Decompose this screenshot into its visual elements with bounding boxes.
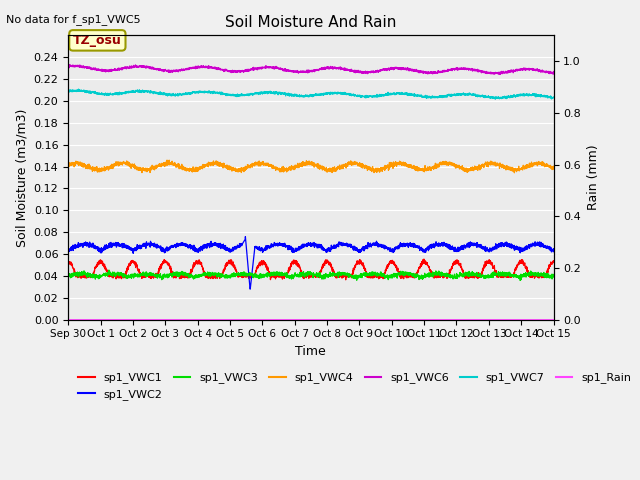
sp1_VWC2	[272, 241, 280, 247]
sp1_VWC7	[550, 94, 557, 100]
Line: sp1_VWC3: sp1_VWC3	[68, 270, 554, 280]
Legend: sp1_VWC1, sp1_VWC2, sp1_VWC3, sp1_VWC4, sp1_VWC6, sp1_VWC7, sp1_Rain: sp1_VWC1, sp1_VWC2, sp1_VWC3, sp1_VWC4, …	[74, 368, 636, 404]
sp1_VWC4	[550, 163, 557, 169]
Text: TZ_osu: TZ_osu	[73, 34, 122, 47]
sp1_VWC3	[271, 272, 279, 277]
sp1_Rain	[120, 317, 127, 323]
sp1_VWC4	[64, 163, 72, 169]
X-axis label: Time: Time	[296, 345, 326, 358]
sp1_VWC3	[64, 274, 72, 279]
Text: No data for f_sp1_VWC5: No data for f_sp1_VWC5	[6, 14, 141, 25]
sp1_VWC1	[342, 277, 349, 283]
sp1_VWC6	[66, 61, 74, 67]
sp1_VWC4	[540, 160, 548, 166]
sp1_Rain	[148, 317, 156, 323]
sp1_Rain	[550, 317, 557, 323]
sp1_VWC4	[271, 166, 279, 171]
sp1_VWC1	[64, 257, 72, 263]
sp1_VWC4	[251, 160, 259, 166]
sp1_VWC6	[497, 72, 504, 77]
Y-axis label: Rain (mm): Rain (mm)	[587, 145, 600, 210]
Line: sp1_VWC6: sp1_VWC6	[68, 64, 554, 74]
sp1_VWC7	[64, 88, 72, 94]
sp1_VWC1	[250, 273, 258, 279]
Line: sp1_VWC2: sp1_VWC2	[68, 237, 554, 289]
sp1_VWC3	[105, 267, 113, 273]
Y-axis label: Soil Moisture (m3/m3): Soil Moisture (m3/m3)	[15, 108, 28, 247]
Line: sp1_VWC4: sp1_VWC4	[68, 160, 554, 173]
sp1_VWC1	[120, 275, 127, 280]
sp1_VWC3	[540, 273, 548, 278]
sp1_VWC2	[540, 242, 548, 248]
sp1_Rain	[250, 317, 258, 323]
sp1_Rain	[488, 317, 495, 323]
sp1_VWC4	[488, 160, 496, 166]
sp1_VWC2	[148, 243, 156, 249]
sp1_VWC4	[120, 159, 127, 165]
Line: sp1_VWC7: sp1_VWC7	[68, 89, 554, 99]
sp1_VWC6	[251, 66, 259, 72]
sp1_VWC2	[550, 246, 557, 252]
Line: sp1_VWC1: sp1_VWC1	[68, 259, 554, 280]
sp1_VWC7	[540, 94, 548, 99]
sp1_VWC6	[540, 68, 548, 74]
sp1_VWC6	[148, 65, 156, 71]
sp1_VWC3	[251, 273, 259, 278]
sp1_VWC1	[550, 258, 557, 264]
sp1_VWC2	[488, 246, 496, 252]
sp1_VWC7	[120, 90, 127, 96]
sp1_VWC4	[163, 157, 171, 163]
sp1_VWC7	[148, 90, 156, 96]
sp1_Rain	[540, 317, 548, 323]
sp1_VWC7	[492, 96, 499, 102]
sp1_VWC7	[488, 95, 496, 101]
sp1_VWC6	[550, 69, 557, 74]
sp1_VWC6	[271, 65, 279, 71]
sp1_VWC4	[148, 166, 156, 171]
sp1_VWC4	[511, 170, 518, 176]
sp1_VWC2	[246, 286, 254, 292]
sp1_VWC7	[75, 86, 83, 92]
sp1_VWC6	[120, 65, 127, 71]
sp1_VWC2	[241, 234, 249, 240]
sp1_VWC3	[488, 273, 496, 279]
sp1_VWC2	[120, 243, 127, 249]
sp1_VWC1	[420, 256, 428, 262]
sp1_VWC1	[271, 273, 279, 278]
sp1_VWC1	[540, 272, 548, 277]
sp1_VWC3	[550, 274, 557, 280]
sp1_VWC1	[148, 274, 156, 279]
Title: Soil Moisture And Rain: Soil Moisture And Rain	[225, 15, 397, 30]
sp1_VWC6	[64, 63, 72, 69]
sp1_Rain	[271, 317, 279, 323]
sp1_VWC3	[120, 272, 127, 277]
sp1_VWC1	[488, 262, 496, 267]
sp1_VWC7	[251, 91, 259, 96]
sp1_Rain	[64, 317, 72, 323]
sp1_VWC6	[488, 71, 496, 76]
sp1_VWC3	[148, 271, 156, 277]
sp1_VWC2	[251, 247, 259, 252]
sp1_VWC2	[64, 248, 72, 254]
sp1_VWC3	[516, 277, 524, 283]
sp1_VWC7	[271, 89, 279, 95]
